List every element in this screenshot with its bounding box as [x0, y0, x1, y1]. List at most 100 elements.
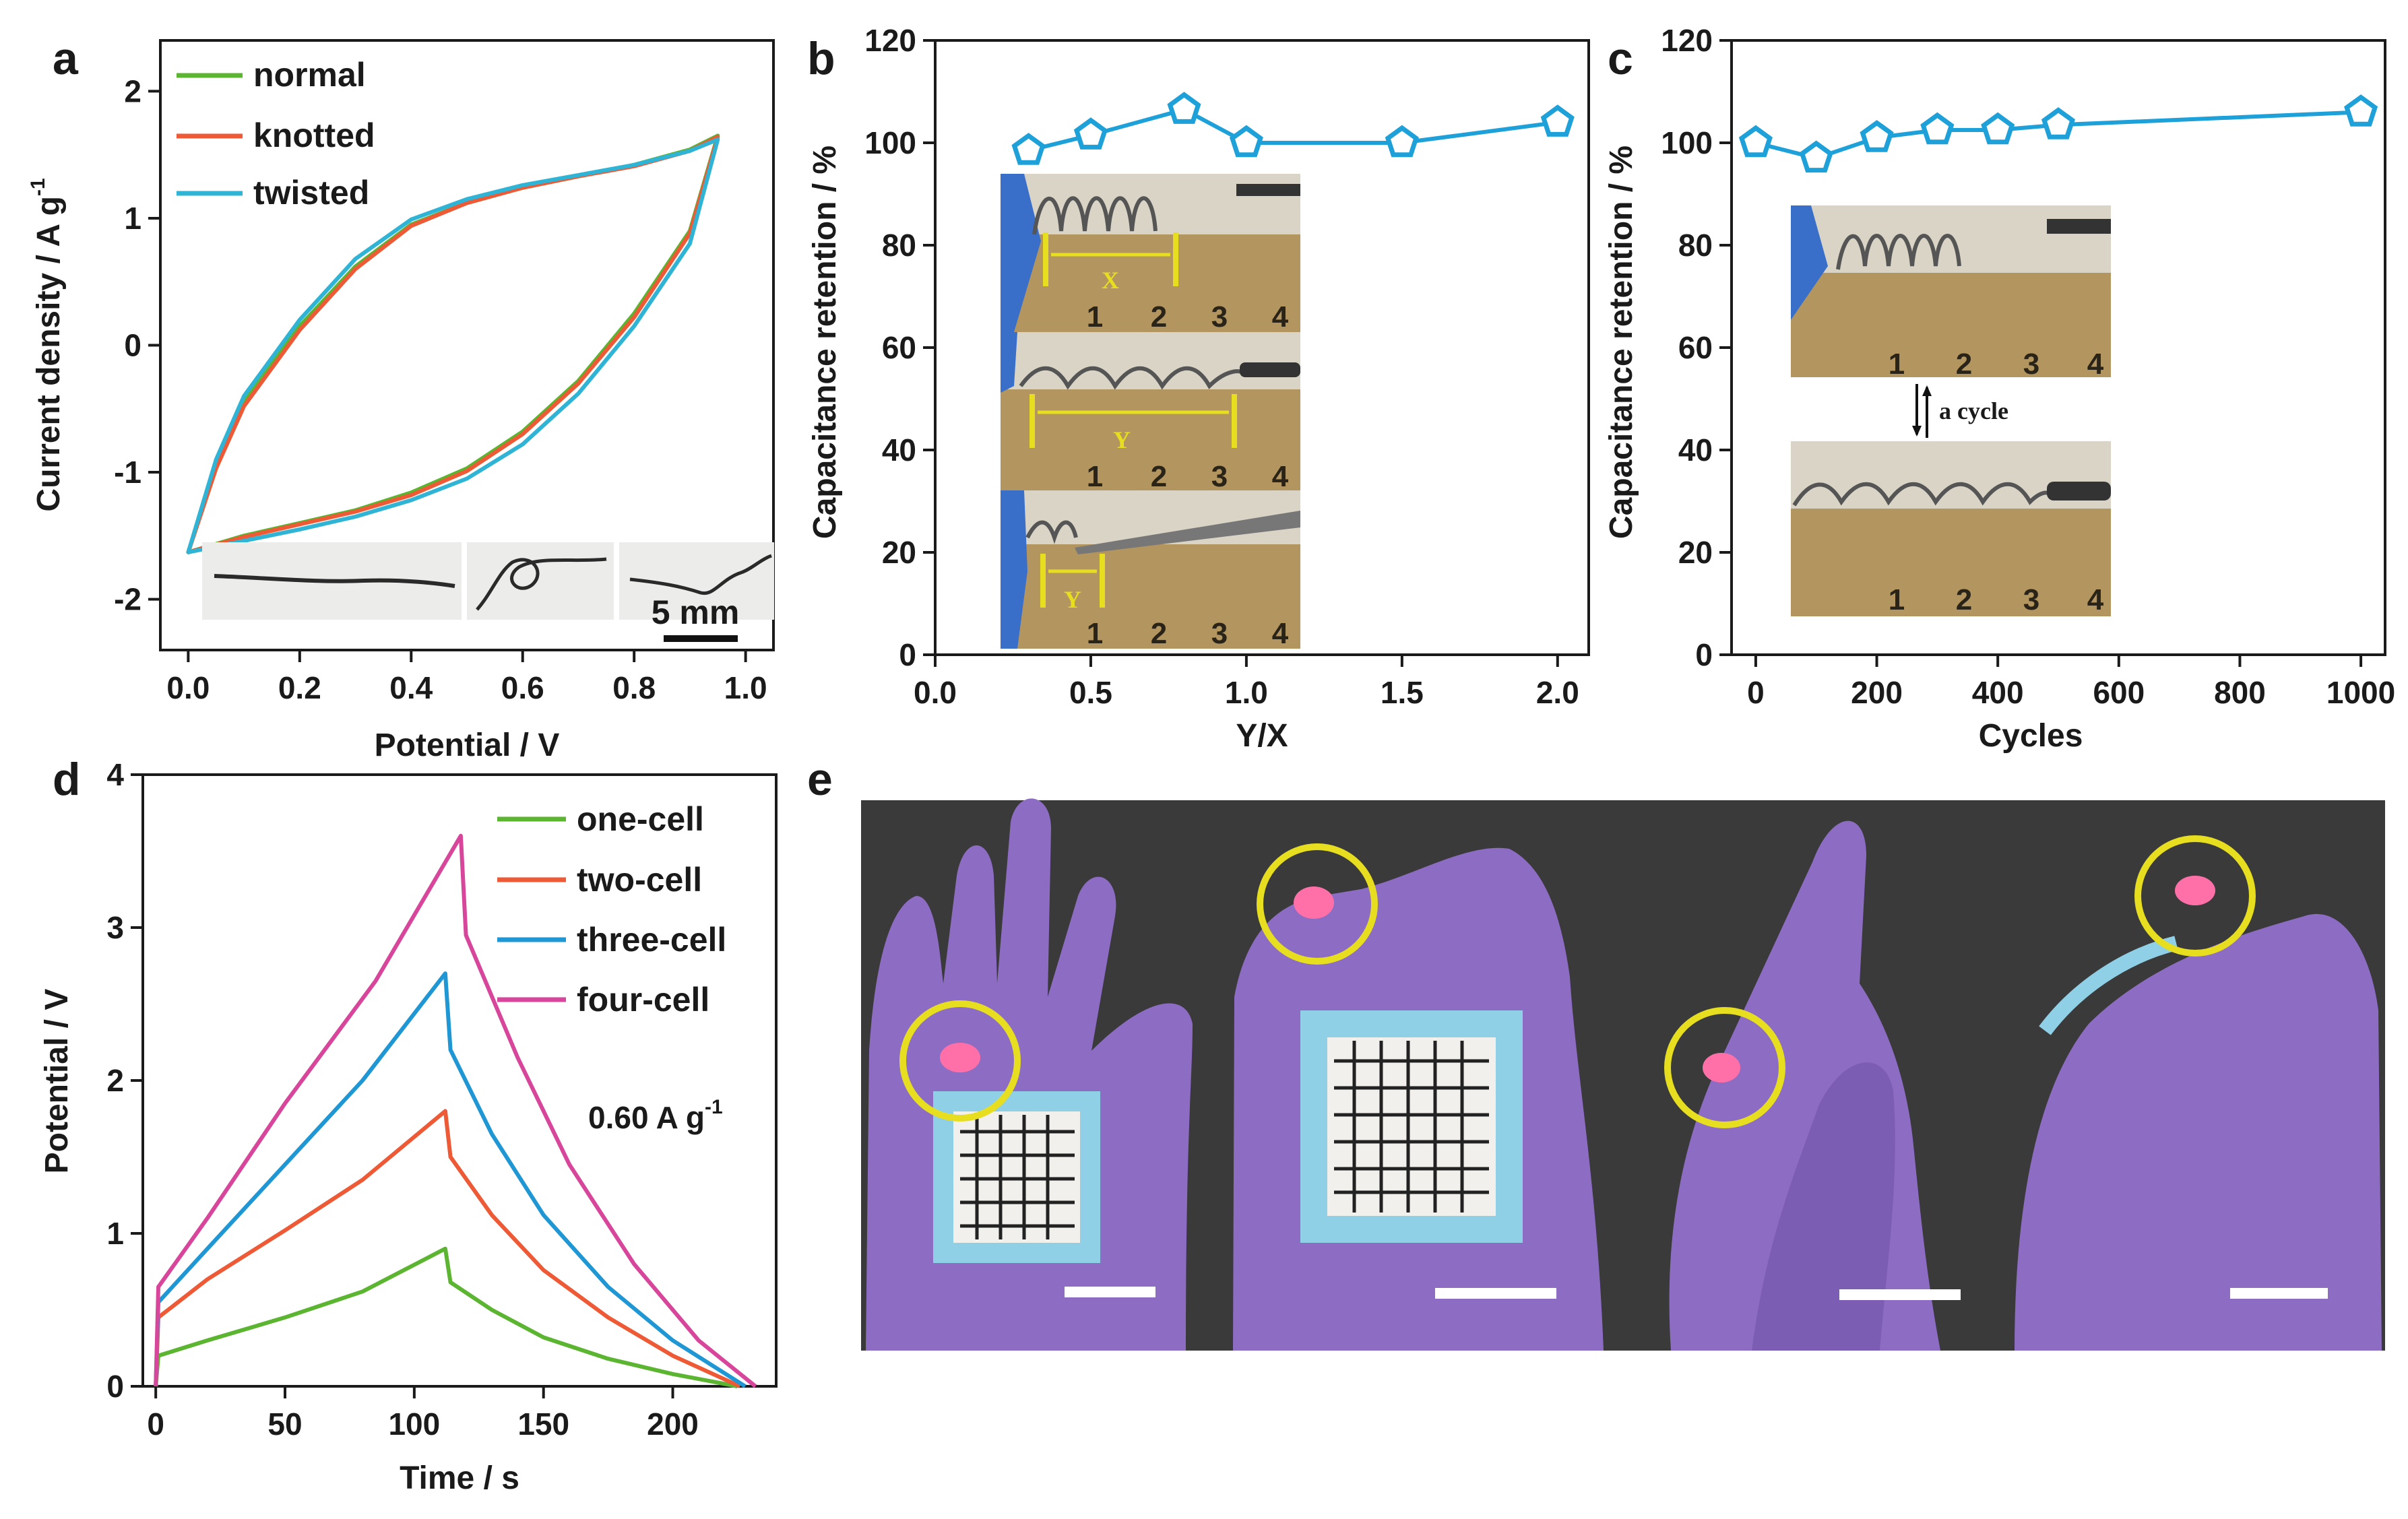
ruler-number: 4 — [1272, 300, 1289, 333]
panel-c-ytick-label: 40 — [1678, 432, 1713, 467]
panel-d-curves — [154, 833, 757, 1388]
panel-d-ytick-label: 2 — [106, 1063, 124, 1098]
panel-c-inset-photos: 1 2 3 4 1 2 3 4 a cycle — [1791, 205, 2111, 616]
panel-c-xlabel: Cycles — [1979, 718, 2083, 754]
marker-y1-label: Y — [1113, 426, 1131, 453]
panel-b-ticks: 0.0 0.5 1.0 1.5 2.0 0 20 40 60 80 100 120 — [864, 23, 1579, 710]
gcd-curve-one-cell — [154, 1246, 738, 1388]
panel-b-series-line — [1027, 107, 1558, 153]
ruler-number: 3 — [1211, 300, 1228, 333]
panel-a-xlabel: Potential / V — [375, 728, 560, 763]
ruler-number: 2 — [1956, 583, 1972, 616]
ruler-number: 4 — [2087, 348, 2104, 381]
gcd-curve-two-cell — [154, 1109, 741, 1388]
panel-b-ytick-label: 100 — [864, 125, 916, 160]
marker-y2-label: Y — [1064, 586, 1081, 613]
panel-d-xlabel: Time / s — [400, 1460, 519, 1496]
ruler-number: 1 — [1889, 348, 1905, 381]
panel-d-ticks: 0 50 100 150 200 0 1 2 3 4 — [106, 757, 698, 1442]
panel-c-ticks: 0 200 400 600 800 1000 0 20 40 60 80 100 120 — [1661, 23, 2395, 710]
ruler-number: 3 — [1211, 617, 1228, 650]
panel-a-ytick-label: -2 — [114, 582, 141, 617]
panel-c-data-point — [1738, 125, 1773, 158]
ruler-number: 1 — [1087, 460, 1103, 493]
panel-c-data-point — [1799, 140, 1833, 173]
panel-c-data-point — [1860, 120, 1894, 152]
panel-c-xtick-label: 400 — [1972, 675, 2024, 710]
panel-label-a: a — [53, 33, 79, 84]
cv-curve-twisted — [186, 137, 720, 554]
ruler-number: 3 — [2023, 348, 2039, 381]
panel-c-ytick-label: 0 — [1695, 637, 1713, 672]
panel-a-legend: normal knotted twisted — [177, 56, 375, 212]
panel-label-c: c — [1608, 33, 1633, 84]
marker-x-label: X — [1102, 267, 1119, 294]
led-photo-2 — [1228, 800, 1608, 1351]
panel-a-ylabel: Current density / A g-1 — [27, 178, 67, 511]
ruler-number: 3 — [2023, 583, 2039, 616]
panel-d-ytick-label: 0 — [106, 1369, 124, 1404]
panel-b-xlabel: Y/X — [1236, 718, 1288, 754]
panel-b-data — [1011, 92, 1575, 165]
panel-label-e: e — [807, 754, 833, 805]
panel-b-data-point — [1073, 117, 1108, 150]
panel-d: d 0 50 100 150 200 0 1 2 3 4 one-cell two-cell th… — [39, 754, 778, 1496]
gcd-curve-three-cell — [154, 971, 747, 1388]
legend-label-one-cell: one-cell — [577, 800, 704, 838]
inset-photo-c1 — [1791, 205, 2111, 377]
panel-c-ylabel: Capacitance retention / % — [1604, 146, 1639, 539]
ruler-number: 4 — [2087, 583, 2104, 616]
panel-d-ylabel: Potential / V — [39, 989, 75, 1174]
panel-d-xtick-label: 150 — [517, 1407, 569, 1442]
ruler-number: 2 — [1151, 460, 1167, 493]
panel-d-ytick-label: 3 — [106, 910, 124, 945]
led-photo-1 — [861, 798, 1228, 1351]
ruler-number: 1 — [1087, 617, 1103, 650]
panel-c-xtick-label: 600 — [2093, 675, 2145, 710]
panel-b: b — [807, 23, 1590, 754]
panel-c-xtick-label: 0 — [1747, 675, 1765, 710]
panel-a-ytick-label: -1 — [114, 455, 141, 490]
legend-label-twisted: twisted — [253, 174, 369, 212]
panel-b-data-point — [1229, 125, 1263, 158]
ruler-number: 1 — [1087, 300, 1103, 333]
panel-c-data-point — [1981, 112, 2015, 145]
panel-b-xtick-label: 1.0 — [1225, 675, 1268, 710]
panel-b-data-point — [1011, 133, 1046, 165]
panel-b-ruler-numbers: 1 2 3 4 1 2 3 4 1 2 3 4 — [1087, 300, 1289, 650]
panel-b-data-point — [1167, 92, 1201, 124]
scale-bar-label: 5 mm — [652, 593, 740, 631]
panel-a-ytick-label: 1 — [124, 201, 141, 236]
panel-a: a 0.0 0.2 0.4 0.6 0.8 1.0 -2 -1 0 1 2 Potential / … — [27, 33, 775, 763]
ruler-number: 3 — [1211, 460, 1228, 493]
panel-c-xtick-label: 800 — [2214, 675, 2266, 710]
panel-c-ytick-label: 100 — [1661, 125, 1713, 160]
panel-c-ytick-label: 80 — [1678, 228, 1713, 263]
panel-a-xtick-label: 0.2 — [278, 670, 321, 705]
legend-label-normal: normal — [253, 56, 366, 94]
panel-a-curves — [186, 133, 720, 554]
cycle-arrowhead-up — [1922, 385, 1932, 396]
panel-b-ytick-label: 0 — [899, 637, 916, 672]
panel-d-legend: one-cell two-cell three-cell four-cell — [497, 800, 726, 1019]
panel-c-xtick-label: 1000 — [2326, 675, 2395, 710]
panel-b-xtick-label: 1.5 — [1381, 675, 1424, 710]
panel-c-ytick-label: 120 — [1661, 23, 1713, 58]
panel-a-ticks: 0.0 0.2 0.4 0.6 0.8 1.0 -2 -1 0 1 2 — [114, 73, 767, 705]
panel-b-xtick-label: 2.0 — [1536, 675, 1579, 710]
fiber-normal-shape — [214, 574, 455, 588]
panel-c-data — [1738, 94, 2378, 173]
panel-label-d: d — [53, 754, 81, 805]
cycle-arrowhead-down — [1912, 426, 1922, 437]
panel-b-xtick-label: 0.0 — [914, 675, 957, 710]
panel-c-ytick-label: 20 — [1678, 535, 1713, 570]
panel-d-xtick-label: 200 — [647, 1407, 699, 1442]
fiber-inset-photos: 5 mm — [202, 542, 774, 642]
panel-d-ytick-label: 1 — [106, 1216, 124, 1251]
panel-c-ytick-label: 60 — [1678, 330, 1713, 365]
legend-label-four-cell: four-cell — [577, 981, 709, 1019]
panel-b-data-point — [1385, 125, 1419, 158]
panel-a-xtick-label: 0.0 — [166, 670, 210, 705]
gcd-curve-four-cell — [154, 833, 757, 1388]
panel-d-xtick-label: 50 — [267, 1407, 302, 1442]
